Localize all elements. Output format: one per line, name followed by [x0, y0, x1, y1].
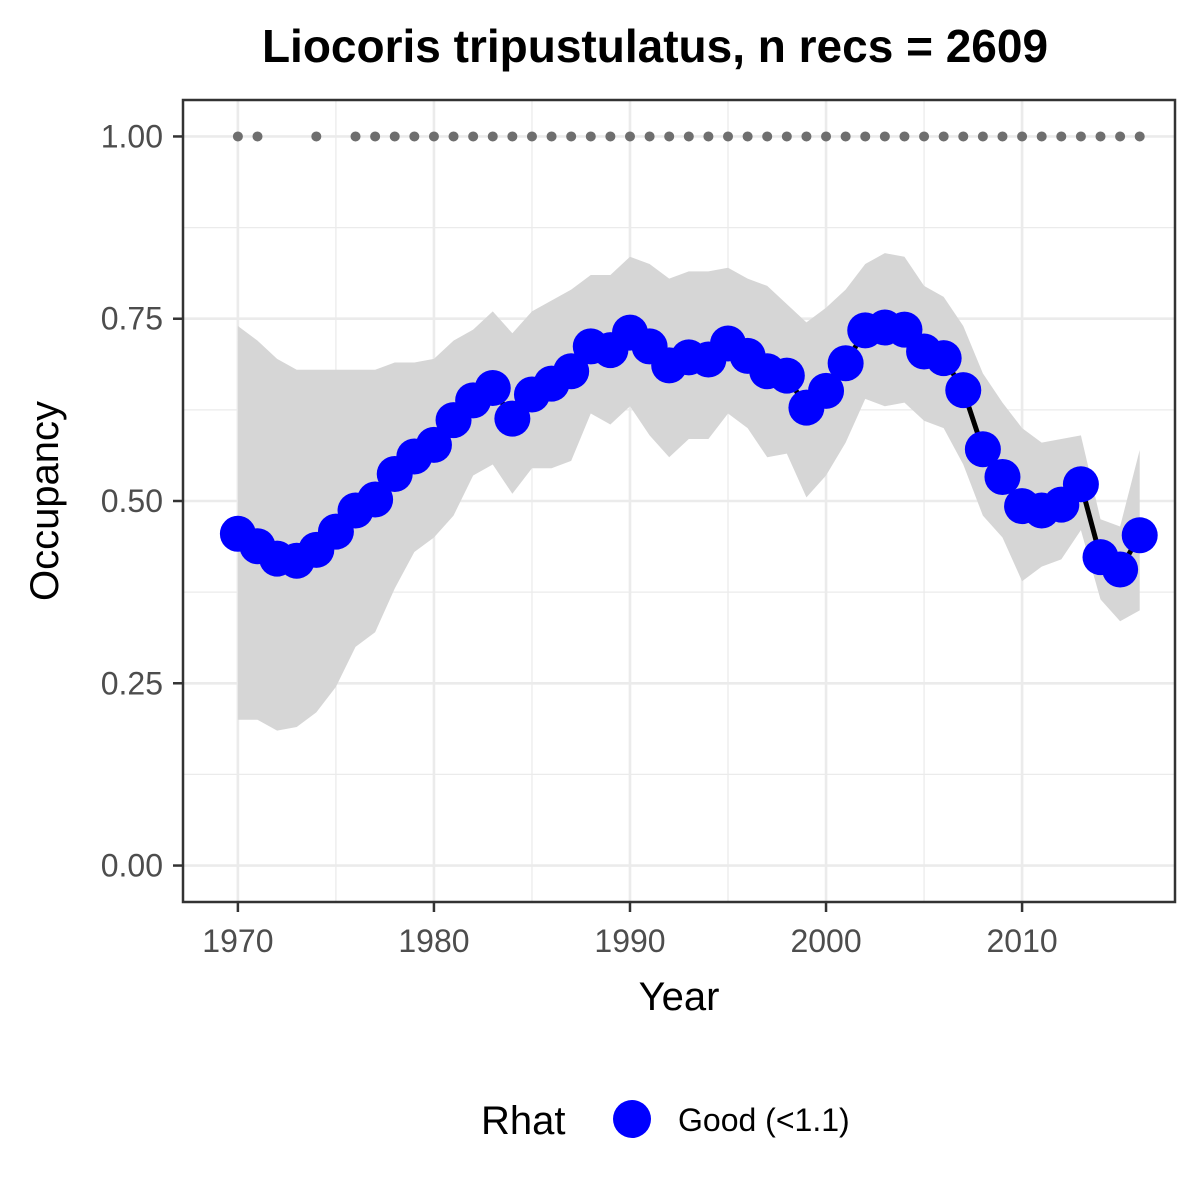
record-year-dot: [879, 131, 890, 142]
occupancy-point: [984, 458, 1021, 495]
occupancy-point: [808, 372, 845, 409]
y-tick-label: 0.50: [101, 483, 163, 519]
record-year-dot: [821, 131, 832, 142]
y-axis-ticks: 0.00 0.25 0.50 0.75 1.00: [101, 118, 183, 884]
confidence-ribbon: [237, 253, 1140, 731]
record-year-dot: [664, 131, 675, 142]
legend: Rhat Good (<1.1): [481, 1099, 850, 1143]
record-year-dot: [1036, 131, 1047, 142]
record-year-dot: [1134, 131, 1145, 142]
occupancy-point: [415, 426, 452, 463]
x-axis-ticks: 1970 1980 1990 2000 2010: [202, 902, 1058, 959]
legend-label-good: Good (<1.1): [678, 1102, 850, 1138]
x-tick-label: 2000: [790, 923, 861, 959]
occupancy-point: [964, 431, 1001, 468]
occupancy-point: [357, 481, 394, 518]
record-year-dot: [1056, 131, 1067, 142]
record-year-dot: [468, 131, 479, 142]
y-tick-label: 0.25: [101, 665, 163, 701]
record-year-dot: [585, 131, 596, 142]
record-year-dot: [566, 131, 577, 142]
record-year-dot: [428, 131, 439, 142]
record-year-dot: [938, 131, 949, 142]
x-tick-label: 1980: [398, 923, 469, 959]
record-year-dot: [860, 131, 871, 142]
occupancy-point: [494, 400, 531, 437]
record-year-dot: [232, 131, 243, 142]
occupancy-point: [827, 345, 864, 382]
record-year-dot: [801, 131, 812, 142]
y-tick-label: 0.00: [101, 848, 163, 884]
occupancy-points: [219, 309, 1158, 588]
record-year-dot: [252, 131, 263, 142]
legend-title: Rhat: [481, 1099, 566, 1143]
record-year-dot: [605, 131, 616, 142]
record-year-dot: [1115, 131, 1126, 142]
record-year-dot: [507, 131, 518, 142]
occupancy-point: [768, 357, 805, 394]
record-year-dot: [762, 131, 773, 142]
record-year-dot: [742, 131, 753, 142]
record-year-dot: [370, 131, 381, 142]
record-year-dot: [997, 131, 1008, 142]
y-tick-label: 1.00: [101, 118, 163, 154]
occupancy-point: [925, 340, 962, 377]
record-year-dot: [546, 131, 557, 142]
record-year-dot: [840, 131, 851, 142]
record-year-dot: [958, 131, 969, 142]
record-year-dot: [311, 131, 322, 142]
x-tick-label: 1990: [594, 923, 665, 959]
record-year-dot: [644, 131, 655, 142]
record-year-dot: [1017, 131, 1028, 142]
y-axis-label: Occupancy: [23, 401, 67, 601]
occupancy-point: [1102, 551, 1139, 588]
record-year-dot: [350, 131, 361, 142]
record-year-dot: [409, 131, 420, 142]
record-year-dot: [683, 131, 694, 142]
record-year-dot: [723, 131, 734, 142]
record-year-dot: [1075, 131, 1086, 142]
record-year-dot: [977, 131, 988, 142]
y-tick-label: 0.75: [101, 301, 163, 337]
record-year-dot: [526, 131, 537, 142]
occupancy-point: [1121, 517, 1158, 554]
ribbon-area: [237, 253, 1140, 731]
record-year-dot: [781, 131, 792, 142]
record-year-dot: [899, 131, 910, 142]
record-year-dot: [448, 131, 459, 142]
record-year-dot: [389, 131, 400, 142]
x-axis-label: Year: [639, 975, 720, 1019]
record-year-dot: [1095, 131, 1106, 142]
record-year-dots: [232, 131, 1145, 142]
record-year-dot: [919, 131, 930, 142]
occupancy-point: [945, 372, 982, 409]
record-year-dot: [624, 131, 635, 142]
x-tick-label: 1970: [202, 923, 273, 959]
x-tick-label: 2010: [986, 923, 1057, 959]
legend-key-good: [613, 1100, 651, 1138]
occupancy-point: [1062, 466, 1099, 503]
record-year-dot: [487, 131, 498, 142]
chart-title: Liocoris tripustulatus, n recs = 2609: [262, 20, 1048, 72]
occupancy-point: [474, 369, 511, 406]
occupancy-point: [553, 353, 590, 390]
record-year-dot: [703, 131, 714, 142]
